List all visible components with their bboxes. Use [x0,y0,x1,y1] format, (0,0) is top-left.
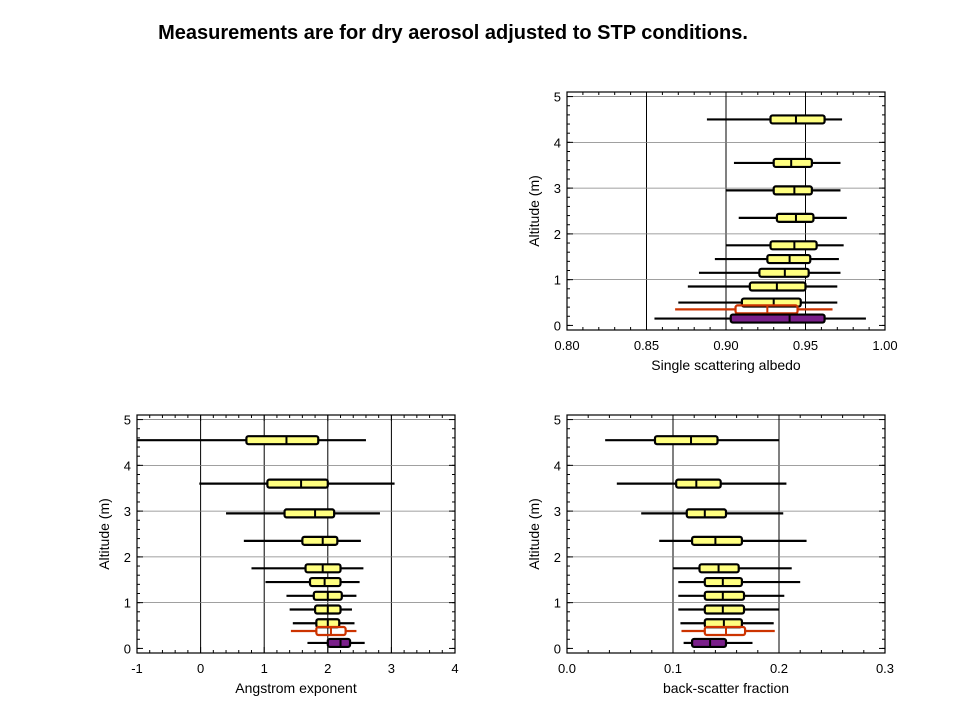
box [772,185,813,196]
x-tick-label: 0.0 [558,661,576,676]
x-tick-label: -1 [131,661,143,676]
x-tick-label: 0.95 [793,338,818,353]
y-tick-label: 4 [554,458,561,473]
box [772,157,813,169]
x-tick-label: 1 [261,661,268,676]
plot-frame [566,414,886,654]
x-tick-label: 0.3 [876,661,894,676]
box [685,508,728,519]
y-tick-label: 4 [124,458,131,473]
x-tick-label: 0.85 [634,338,659,353]
ssa-chart: 0.80 0.85 0.90 0.95 1.00 0 1 2 3 4 5 Single scatter… [526,90,898,373]
y-tick-label: 5 [554,90,561,105]
y-tick-label: 2 [554,227,561,242]
y-tick-label: 1 [554,273,561,288]
box [703,590,746,601]
box [245,435,320,446]
x-tick-label: 0 [197,661,204,676]
x-axis-label: back-scatter fraction [663,680,789,696]
box [703,625,747,637]
x-tick-label: 0.90 [713,338,738,353]
x-tick-label: 4 [451,661,458,676]
y-tick-label: 1 [554,596,561,611]
box [729,313,826,324]
y-tick-label: 0 [124,641,131,656]
y-axis-label: Altitude (m) [96,498,112,570]
box [283,508,336,519]
y-tick-label: 2 [124,550,131,565]
y-tick-label: 3 [554,504,561,519]
y-tick-label: 5 [554,413,561,428]
box [690,535,744,546]
box [301,535,339,546]
y-tick-label: 5 [124,413,131,428]
x-tick-label: 0.80 [554,338,579,353]
box [769,114,826,125]
box [690,637,728,649]
box [266,478,329,489]
x-axis-label: Single scattering albedo [651,357,801,373]
page-title: Measurements are for dry aerosol adjuste… [158,22,748,44]
backscatter-chart: 0.0 0.1 0.2 0.3 0 1 2 3 4 5 back-scatter fraction A… [526,413,894,696]
y-tick-label: 1 [124,596,131,611]
y-tick-label: 3 [124,504,131,519]
y-tick-label: 2 [554,550,561,565]
box [326,637,352,649]
y-axis-label: Altitude (m) [526,175,542,247]
y-tick-label: 4 [554,135,561,150]
x-tick-label: 0.2 [770,661,788,676]
y-tick-label: 0 [554,641,561,656]
y-tick-label: 0 [554,318,561,333]
x-tick-label: 1.00 [872,338,897,353]
y-tick-label: 3 [554,181,561,196]
box [675,478,722,489]
box [703,604,746,615]
x-tick-label: 2 [324,661,331,676]
x-tick-label: 3 [388,661,395,676]
y-axis-label: Altitude (m) [526,498,542,570]
x-tick-label: 0.1 [664,661,682,676]
plot-frame [136,414,456,654]
x-axis-label: Angstrom exponent [235,680,357,696]
box [653,435,719,446]
